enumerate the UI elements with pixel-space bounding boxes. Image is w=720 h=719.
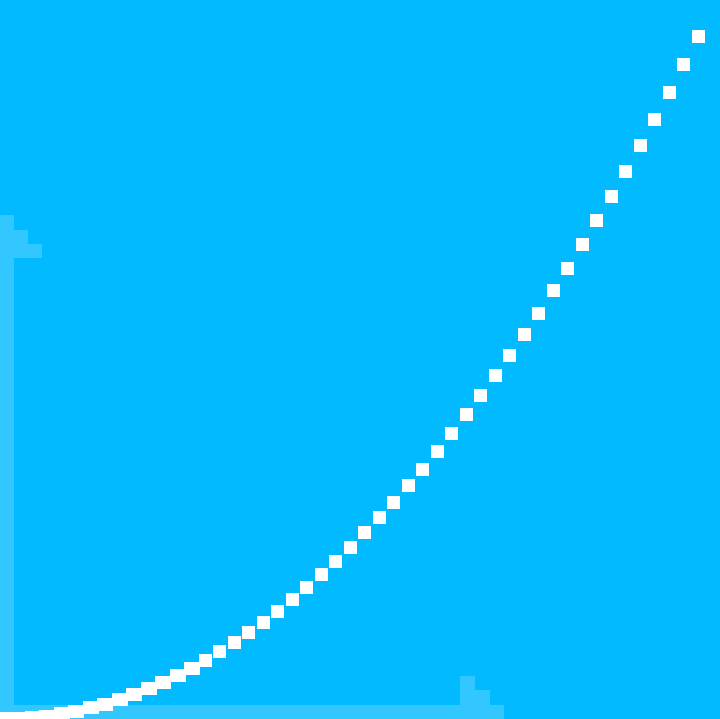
curve-dot [242,626,255,639]
curve-dot [315,568,328,581]
curve-dot [474,389,487,402]
curve-dot [445,427,458,440]
axis-arrow-step [460,676,475,705]
curve-dot [692,30,705,43]
vertical-axis [0,215,14,719]
curve-dot [228,636,241,649]
curve-dot [416,463,429,476]
curve-dot [663,86,676,99]
curve-dot [358,526,371,539]
curve-dot [431,445,444,458]
curve-dot [373,511,386,524]
curve-dot [97,698,113,711]
curve-dot [126,688,142,701]
curve-dot [590,214,603,227]
curve-dot [518,328,531,341]
curve-dot [257,616,270,629]
curve-dot [112,693,128,706]
axes [0,215,504,719]
curve-dot [199,654,212,667]
curve-dot [271,605,284,618]
axis-arrow-step [14,230,28,258]
curve-dot [619,165,632,178]
curve-dot [532,307,545,320]
curve-dot [561,262,574,275]
curve-dot [547,284,560,297]
curve-dot [170,669,186,682]
curve-dot [10,712,26,719]
curve-dot [141,682,157,695]
curve-dot [605,190,618,203]
curve-dot [489,369,502,382]
curve-dot [648,113,661,126]
curve-dot [634,139,647,152]
curve-dot [83,701,99,714]
curve-dot [300,581,313,594]
curve-dot [677,58,690,71]
curve [0,30,705,719]
horizontal-axis [0,705,504,719]
curve-dot [184,662,200,675]
axis-arrow-step [28,244,42,258]
curve-dot [39,710,55,719]
curve-dot [344,541,357,554]
curve-dot [329,555,342,568]
curve-dot [213,645,226,658]
curve-dot [68,705,84,718]
curve-dot [503,349,516,362]
curve-dot [402,479,415,492]
curve-dot [576,238,589,251]
curve-dot [460,408,473,421]
curve-dot [387,496,400,509]
curve-dot [54,707,70,719]
curve-dot [155,676,171,689]
curve-dot [25,711,41,719]
curve-dot [0,712,12,719]
axis-arrow-step [475,690,490,705]
curve-dot [286,593,299,606]
